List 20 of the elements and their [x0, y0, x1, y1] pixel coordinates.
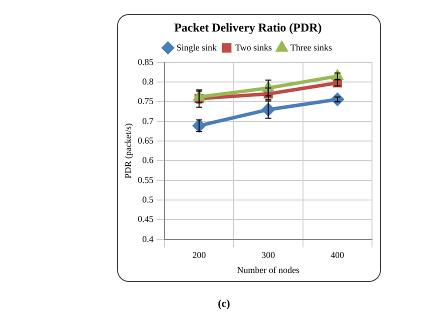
y-tick-label: 0.75	[138, 96, 154, 106]
x-tick-label: 400	[330, 250, 345, 260]
y-axis-title: PDR (packet/s)	[122, 123, 133, 179]
y-tick-label: 0.45	[138, 214, 154, 224]
y-tick-label: 0.65	[138, 135, 154, 146]
y-tick-label: 0.7	[142, 116, 154, 126]
y-tick-label: 0.55	[138, 174, 154, 185]
x-axis-title: Number of nodes	[237, 264, 300, 275]
legend-label: Two sinks	[235, 42, 272, 52]
x-tick-label: 300	[262, 250, 276, 260]
legend-label: Three sinks	[290, 42, 333, 52]
y-tick-label: 0.8	[142, 76, 154, 86]
y-tick-label: 0.85	[138, 56, 154, 67]
x-tick-label: 200	[192, 250, 206, 260]
y-tick-label: 0.6	[142, 155, 154, 166]
y-tick-label: 0.5	[142, 194, 154, 204]
chart-title: Packet Delivery Ratio (PDR)	[174, 20, 322, 34]
text: (c)	[216, 298, 232, 310]
y-tick-label: 0.4	[142, 234, 154, 244]
legend-label: Single sink	[176, 42, 218, 52]
